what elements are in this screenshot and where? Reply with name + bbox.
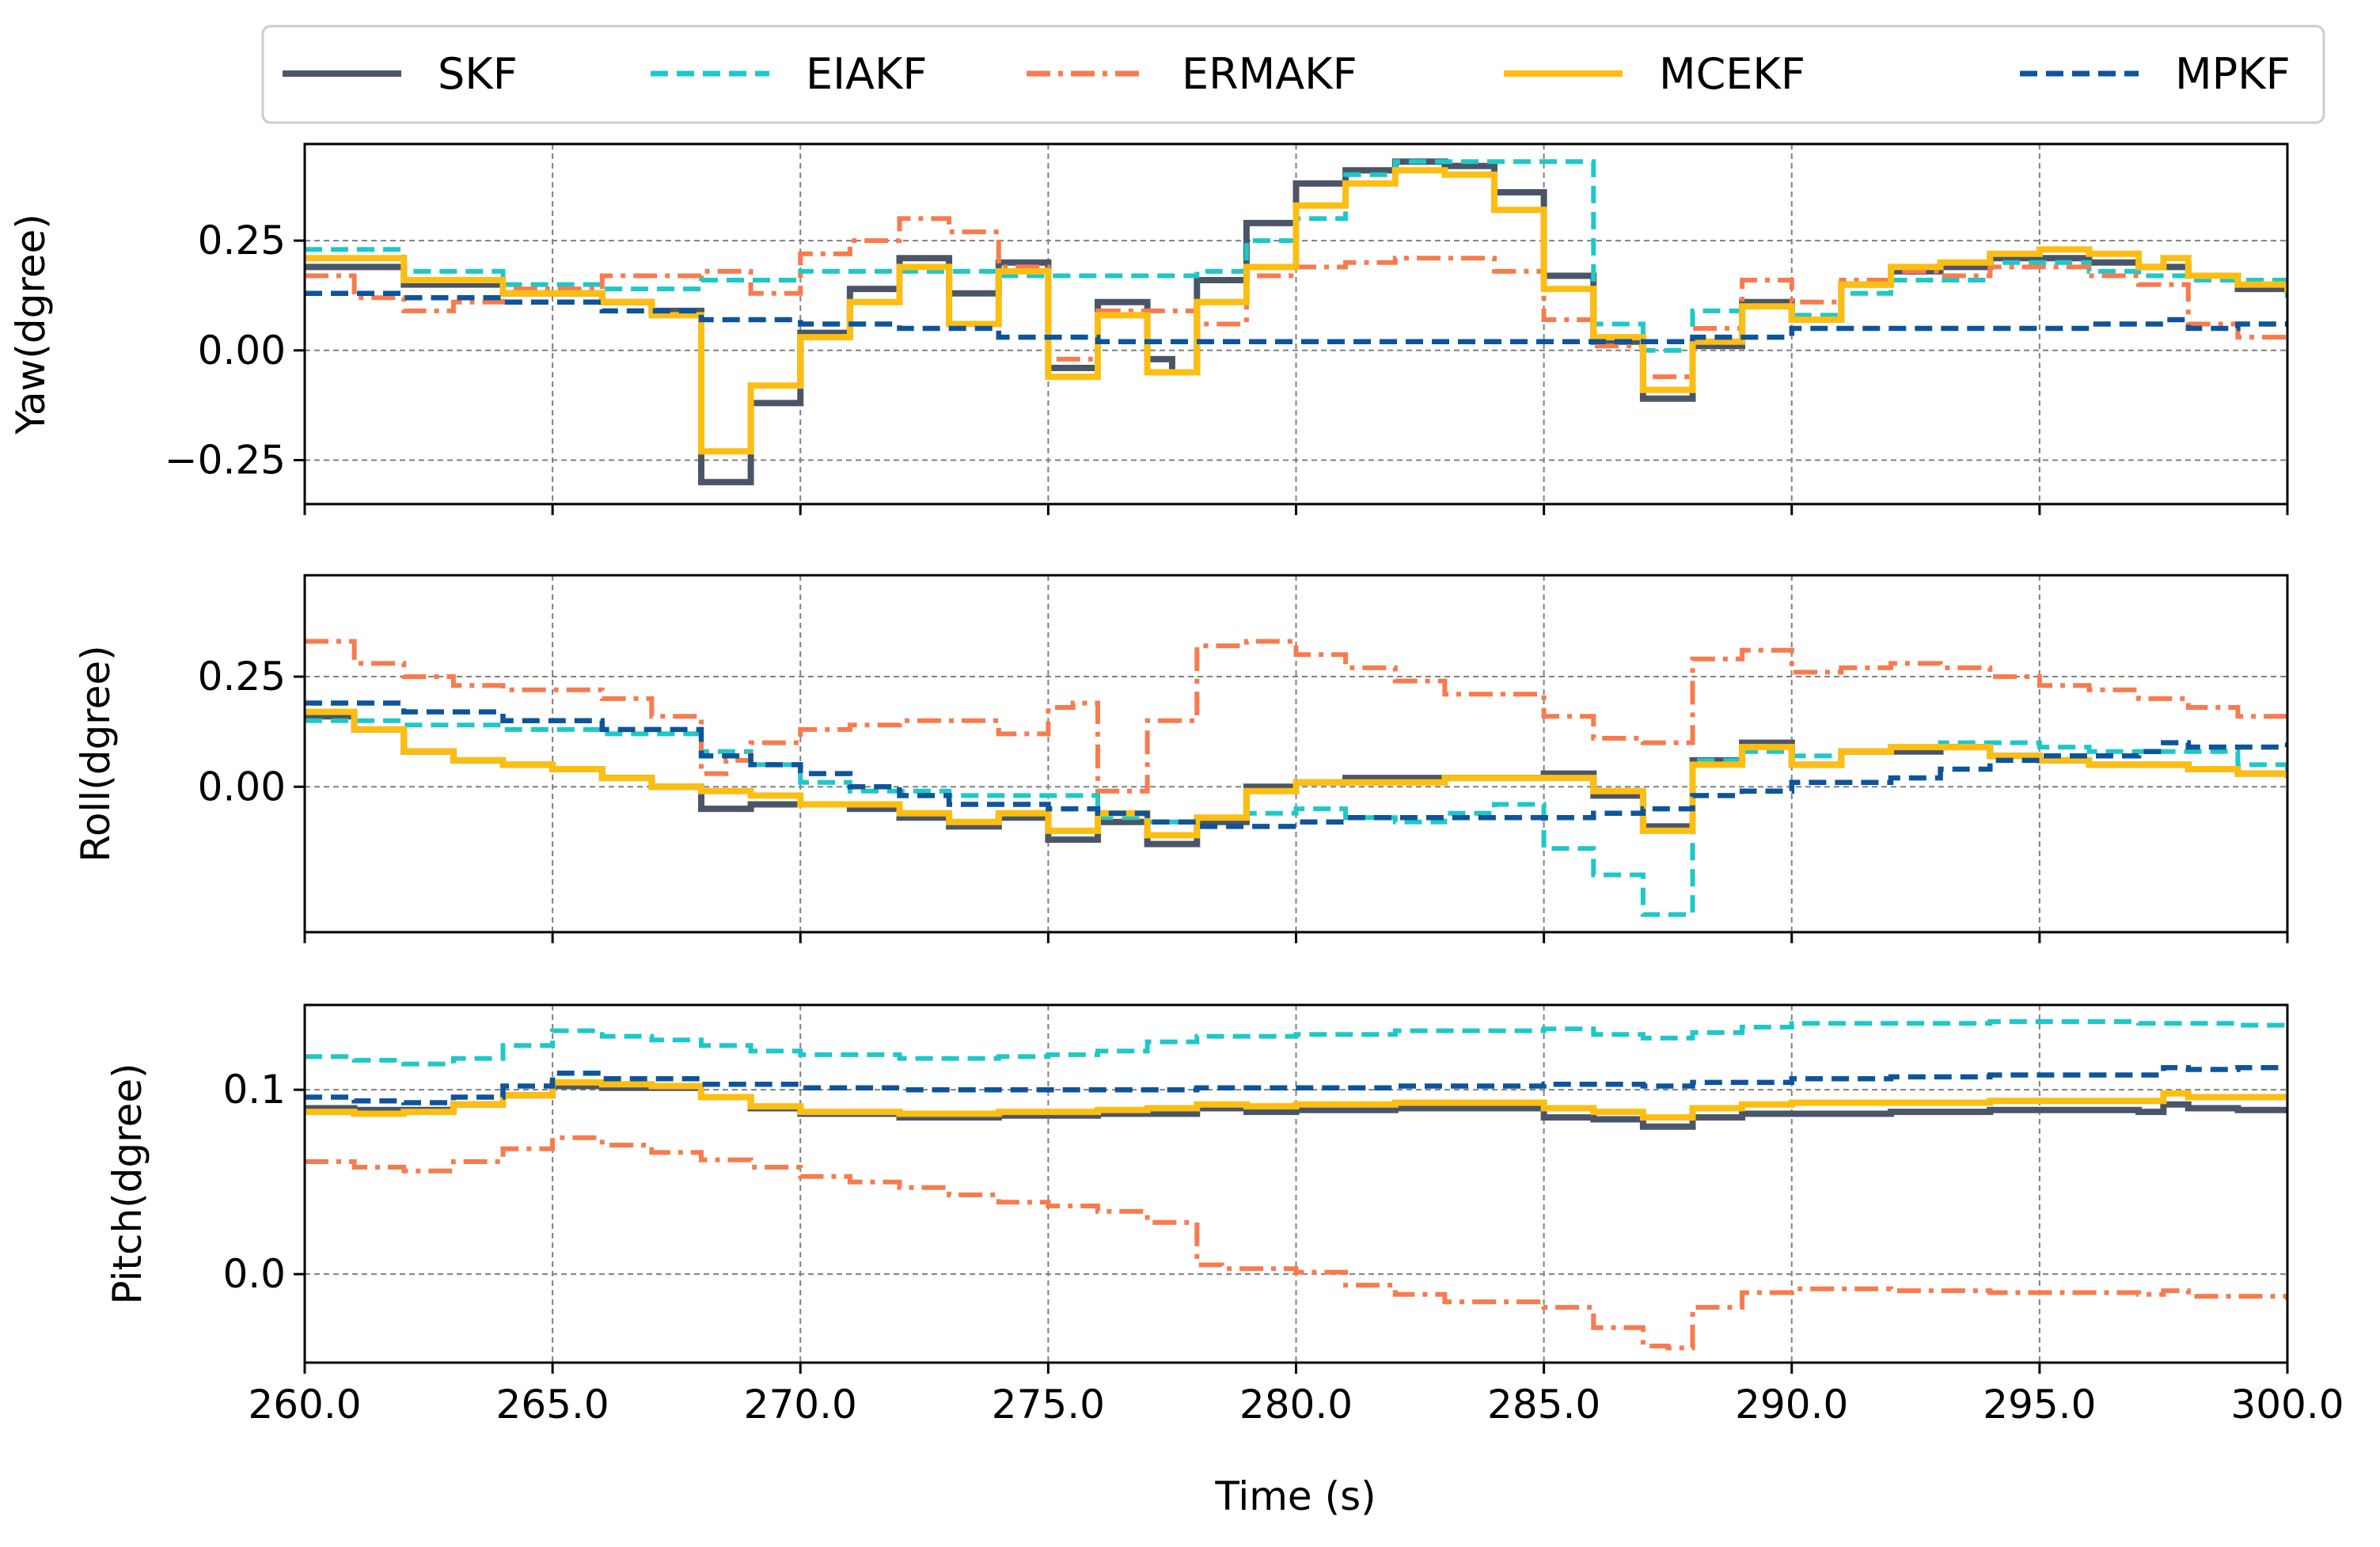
x-tick-label: 290.0 xyxy=(1735,1382,1848,1428)
legend-label-ermakf: ERMAKF xyxy=(1182,49,1357,99)
pitch-series-mpkf xyxy=(305,1064,2287,1105)
roll-y-tick-label: 0.25 xyxy=(198,654,286,700)
yaw-series-mpkf xyxy=(305,290,2287,344)
legend: SKF EIAKF ERMAKF MCEKF MPKF xyxy=(261,25,2325,124)
roll-series-mcekf xyxy=(305,708,2287,839)
roll-y-axis-title: Roll(dgree) xyxy=(73,645,119,862)
roll-series-ermakf xyxy=(305,639,2287,794)
legend-label-mcekf: MCEKF xyxy=(1659,49,1805,99)
x-axis-title: Time (s) xyxy=(1214,1473,1376,1519)
pitch-series-group xyxy=(305,1019,2287,1351)
x-tick-label: 270.0 xyxy=(744,1382,857,1428)
pitch-series-eiakf xyxy=(305,1019,2287,1067)
x-tick-label: 265.0 xyxy=(496,1382,609,1428)
yaw-y-tick-label: −0.25 xyxy=(165,438,286,483)
pitch-y-tick-label: 0.1 xyxy=(222,1067,286,1113)
pitch-series-ermakf xyxy=(305,1135,2287,1351)
pitch-y-tick-label: 0.0 xyxy=(222,1251,286,1297)
x-tick-label: 280.0 xyxy=(1239,1382,1353,1428)
pitch-y-axis-title: Pitch(dgree) xyxy=(104,1063,150,1304)
x-tick-label: 275.0 xyxy=(992,1382,1105,1428)
legend-label-mpkf: MPKF xyxy=(2175,49,2291,99)
pitch-panel: 0.0 0.1 Pitch(dgree) 260.0 265.0 270.0 275.0 28… xyxy=(104,1003,2344,1428)
yaw-series-ermakf xyxy=(305,216,2287,380)
yaw-y-tick-label: 0.00 xyxy=(198,328,286,373)
yaw-panel: −0.25 0.00 0.25 Yaw(dgree) xyxy=(8,142,2289,515)
yaw-series-group xyxy=(305,158,2287,486)
yaw-y-tick-label: 0.25 xyxy=(198,218,286,264)
legend-label-skf: SKF xyxy=(438,49,518,99)
yaw-series-mcekf xyxy=(305,167,2287,455)
pitch-series-skf xyxy=(305,1083,2287,1130)
yaw-y-axis-title: Yaw(dgree) xyxy=(8,214,54,435)
legend-label-eiakf: EIAKF xyxy=(806,49,927,99)
roll-series-mpkf xyxy=(305,700,2287,829)
x-tick-label: 300.0 xyxy=(2230,1382,2344,1428)
x-tick-label: 295.0 xyxy=(1983,1382,2096,1428)
x-tick-label: 285.0 xyxy=(1487,1382,1600,1428)
roll-panel: 0.00 0.25 Roll(dgree) xyxy=(73,574,2289,943)
legend-frame xyxy=(261,25,2325,124)
roll-y-tick-label: 0.00 xyxy=(198,764,286,810)
roll-series-group xyxy=(305,639,2287,917)
x-tick-label: 260.0 xyxy=(248,1382,361,1428)
